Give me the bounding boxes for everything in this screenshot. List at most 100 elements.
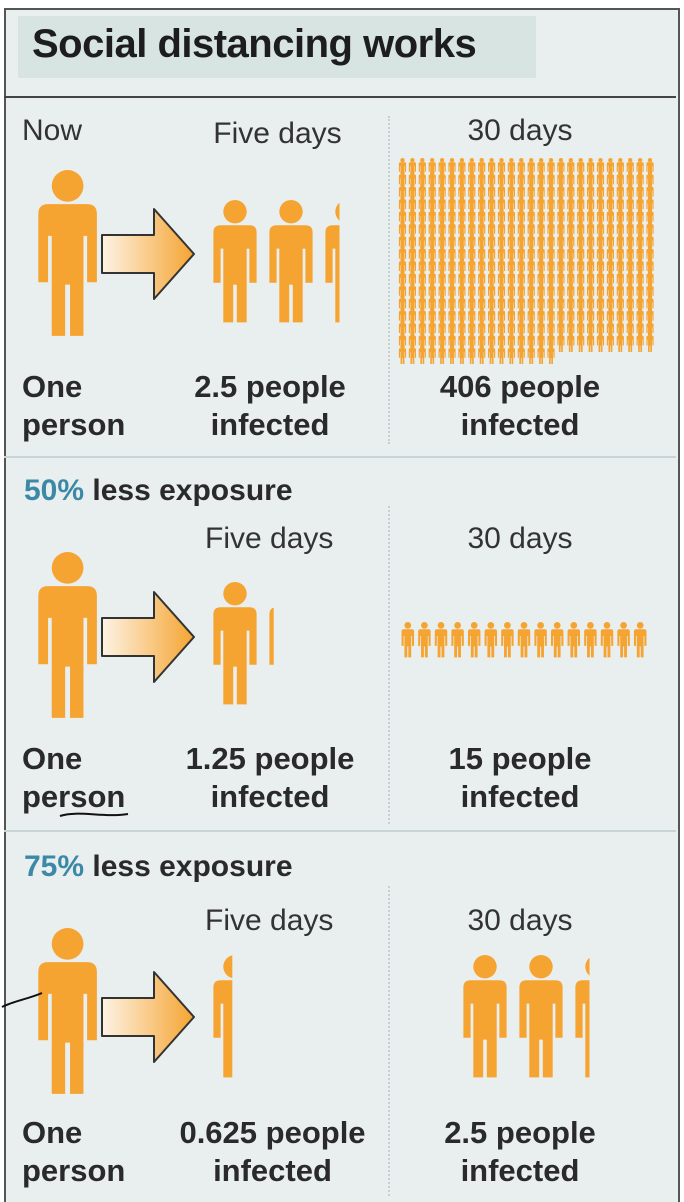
small-person-icon — [633, 622, 647, 658]
tiny-person-icon — [398, 158, 407, 179]
tiny-person-icon — [537, 331, 545, 352]
five-day-infected-figures — [213, 200, 340, 323]
tiny-person-icon — [428, 244, 436, 266]
tiny-person-icon — [418, 182, 426, 204]
tiny-person-icon — [497, 158, 506, 179]
small-person-icon — [451, 622, 464, 658]
tiny-person-icon — [527, 282, 535, 303]
tiny-person-icon — [547, 294, 555, 315]
tiny-person-icon — [418, 232, 426, 253]
small-person-icon — [501, 622, 514, 658]
start-label: One person — [22, 1115, 126, 1188]
tiny-person-icon — [646, 182, 654, 204]
tiny-person-icon — [408, 244, 416, 266]
tiny-person-icon — [636, 269, 644, 290]
tiny-person-icon — [587, 269, 595, 290]
tiny-person-icon — [398, 294, 407, 315]
person-icon — [463, 955, 507, 1078]
tiny-person-icon — [507, 319, 515, 340]
tiny-person-icon — [587, 195, 595, 216]
tiny-person-icon — [438, 331, 446, 352]
tiny-person-icon — [438, 244, 446, 266]
tiny-person-icon — [646, 158, 654, 179]
tiny-person-icon — [517, 306, 525, 328]
tiny-person-icon — [646, 244, 654, 266]
tiny-person-icon — [547, 158, 555, 179]
tiny-person-icon — [557, 220, 565, 241]
tiny-person-icon — [478, 207, 486, 228]
tiny-person-icon — [428, 331, 436, 352]
tiny-person-icon — [636, 244, 644, 266]
tiny-person-icon — [468, 331, 476, 352]
tiny-person-icon — [408, 220, 416, 241]
tiny-person-icon — [537, 170, 545, 191]
tiny-person-icon — [517, 344, 525, 364]
tiny-person-icon — [577, 232, 585, 253]
partial-person-icon — [325, 202, 340, 323]
tiny-person-icon — [418, 294, 426, 315]
tiny-person-icon — [517, 319, 525, 340]
tiny-person-icon — [488, 244, 496, 266]
handwritten-mark — [1, 992, 43, 1008]
tiny-person-icon — [418, 331, 426, 352]
tiny-person-icon — [606, 195, 614, 216]
tiny-person-icon — [398, 269, 407, 290]
tiny-person-icon — [527, 319, 535, 340]
tiny-person-icon — [398, 319, 407, 340]
tiny-person-icon — [527, 244, 535, 266]
tiny-person-icon — [458, 232, 466, 253]
tiny-person-icon — [488, 294, 496, 315]
tiny-person-icon — [418, 344, 426, 364]
tiny-person-icon — [478, 257, 486, 278]
tiny-person-icon — [398, 331, 407, 352]
tiny-person-icon — [448, 269, 456, 290]
tiny-person-icon — [537, 158, 545, 179]
tiny-person-icon — [626, 158, 634, 179]
tiny-person-icon — [606, 244, 614, 266]
tiny-person-icon — [488, 257, 496, 278]
tiny-person-icon — [507, 220, 515, 241]
tiny-person-icon — [408, 207, 416, 228]
tiny-person-icon — [428, 232, 436, 253]
tiny-person-icon — [517, 257, 525, 278]
tiny-person-icon — [616, 170, 624, 191]
tiny-person-icon — [596, 195, 605, 216]
tiny-person-icon — [587, 158, 595, 179]
tiny-person-icon — [577, 282, 585, 303]
tiny-person-icon — [557, 195, 565, 216]
tiny-person-icon — [438, 207, 446, 228]
tiny-person-icon — [507, 195, 515, 216]
tiny-person-icon — [606, 158, 614, 179]
tiny-person-icon — [636, 306, 644, 328]
tiny-person-icon — [448, 170, 456, 191]
tiny-person-icon — [606, 282, 614, 303]
tiny-person-icon — [567, 232, 575, 253]
title-rule — [4, 96, 676, 98]
tiny-person-icon — [616, 257, 624, 278]
tiny-person-icon — [537, 232, 545, 253]
tiny-person-icon — [547, 170, 555, 191]
tiny-person-icon — [458, 244, 466, 266]
tiny-person-icon — [488, 207, 496, 228]
tiny-person-icon — [606, 306, 614, 328]
tiny-person-icon — [606, 220, 614, 241]
tiny-person-icon — [646, 282, 654, 303]
tiny-person-icon — [547, 182, 555, 204]
person-icon — [38, 552, 97, 718]
tiny-person-icon — [497, 244, 506, 266]
tiny-person-icon — [567, 257, 575, 278]
tiny-person-icon — [606, 269, 614, 290]
tiny-person-icon — [527, 232, 535, 253]
tiny-person-icon — [478, 282, 486, 303]
tiny-person-icon — [567, 319, 575, 340]
tiny-person-icon — [537, 182, 545, 204]
tiny-person-icon — [428, 257, 436, 278]
tiny-person-icon — [596, 232, 605, 253]
tiny-person-icon — [468, 282, 476, 303]
tiny-person-icon — [507, 244, 515, 266]
tiny-person-icon — [458, 344, 466, 364]
tiny-person-icon — [557, 319, 565, 340]
tiny-person-icon — [606, 294, 614, 315]
tiny-person-icon — [567, 220, 575, 241]
tiny-person-icon — [478, 244, 486, 266]
